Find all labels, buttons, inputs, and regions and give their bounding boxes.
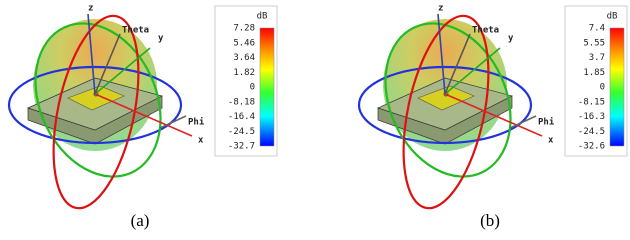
colorbar-label: -32.7 [228,142,255,152]
colorbar-label: -16.4 [228,112,255,122]
colorbar-label: 3.7 [589,53,605,63]
colorbar-label: -32.6 [578,142,605,152]
colorbar-label: 3.64 [233,53,255,63]
phi-axis [160,116,186,128]
colorbar-label: -16.3 [578,112,605,122]
caption: (b) [480,211,500,230]
colorbar-label: -8.15 [578,97,605,107]
colorbar-label: 0 [600,83,605,93]
colorbar [610,28,624,146]
colorbar-label: 5.46 [233,38,255,48]
colorbar-label: 1.82 [233,68,255,78]
colorbar-label: -24.5 [228,127,255,137]
colorbar-unit: dB [607,12,618,22]
caption: (a) [131,211,150,230]
axis-label: x [198,136,204,146]
axis-label: y [158,34,164,44]
axis-label: Phi [538,117,555,128]
colorbar-label: 7.28 [233,24,255,34]
colorbar-label: 7.4 [589,24,605,34]
colorbar-unit: dB [257,12,268,22]
phi-axis [510,116,536,128]
axis-label: z [438,4,443,14]
colorbar-label: 1.85 [583,68,605,78]
colorbar-label: -24.5 [578,127,605,137]
colorbar-label: 0 [250,83,255,93]
axis-label: Theta [472,26,499,36]
axis-label: Theta [122,26,149,36]
axis-label: z [88,4,93,14]
colorbar-label: -8.18 [228,97,255,107]
axis-label: y [508,34,514,44]
axis-label: x [548,136,554,146]
figure: zThetayPhixdB7.285.463.641.820-8.18-16.4… [0,0,630,240]
colorbar-label: 5.55 [583,38,605,48]
colorbar [260,28,274,146]
axis-label: Phi [188,117,205,128]
